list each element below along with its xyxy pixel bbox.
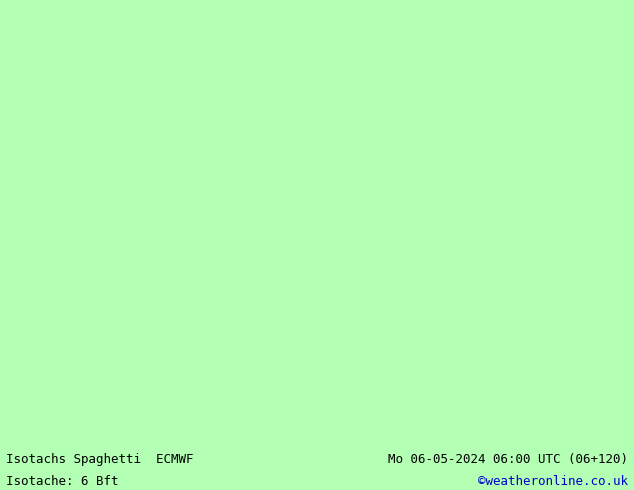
Text: Isotachs Spaghetti  ECMWF: Isotachs Spaghetti ECMWF — [6, 453, 194, 466]
Text: Mo 06-05-2024 06:00 UTC (06+120): Mo 06-05-2024 06:00 UTC (06+120) — [387, 453, 628, 466]
Text: ©weatheronline.co.uk: ©weatheronline.co.uk — [477, 475, 628, 488]
Text: Isotache: 6 Bft: Isotache: 6 Bft — [6, 475, 119, 488]
